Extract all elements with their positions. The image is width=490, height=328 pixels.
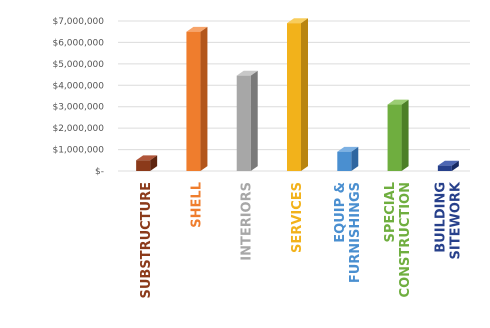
bar — [236, 75, 251, 171]
x-tick-label-group: SUBSTRUCTURE — [139, 182, 154, 298]
x-tick-label-group: INTERIORS — [240, 182, 255, 261]
y-tick-label: $6,000,000 — [52, 38, 104, 48]
bar-top — [186, 26, 208, 32]
x-tick-label-group: BUILDING SITEWORK — [433, 181, 463, 259]
bar — [437, 165, 452, 171]
bar-side — [250, 70, 258, 171]
y-tick-label: $7,000,000 — [52, 17, 104, 27]
bar-side — [150, 155, 158, 171]
x-tick-label: BUILDING — [433, 182, 448, 253]
bar — [287, 23, 301, 172]
bar — [387, 104, 402, 171]
bar-side — [401, 99, 409, 171]
x-tick-label-group: SERVICES — [290, 182, 305, 253]
x-tick-label: SITEWORK — [448, 181, 463, 259]
x-tick-label: FURNISHINGS — [348, 182, 363, 283]
y-tick-label: $5,000,000 — [52, 60, 104, 70]
x-tick-label: CONSTRUCTION — [398, 182, 413, 297]
x-tick-label-group: EQUIP & FURNISHINGS — [333, 182, 363, 283]
bar-side — [451, 160, 459, 171]
y-tick-label: $- — [95, 167, 104, 177]
y-tick-label: $2,000,000 — [52, 124, 104, 134]
bar-top — [136, 155, 158, 161]
bar-top — [236, 70, 258, 76]
y-axis-ticks: $- $1,000,000 $2,000,000 $3,000,000 $4,000,0… — [52, 17, 104, 177]
bar — [186, 31, 201, 172]
bar-top — [387, 99, 409, 105]
x-tick-label: SPECIAL — [383, 182, 398, 243]
bar-top — [337, 146, 359, 152]
x-tick-label: EQUIP & — [333, 182, 348, 243]
bar-side — [351, 146, 359, 171]
x-tick-label: SUBSTRUCTURE — [139, 182, 154, 298]
y-tick-label: $3,000,000 — [52, 103, 104, 113]
y-tick-label: $4,000,000 — [52, 81, 104, 91]
x-tick-label-group: SHELL — [189, 182, 204, 228]
x-tick-label: SERVICES — [290, 182, 305, 253]
x-tick-label-group: SPECIAL CONSTRUCTION — [383, 182, 413, 297]
bar-side — [301, 18, 308, 171]
bar-side — [200, 26, 208, 171]
x-tick-label: INTERIORS — [240, 182, 255, 261]
bar-top — [437, 160, 459, 166]
bars — [136, 18, 459, 172]
bar — [136, 160, 151, 171]
x-tick-label: SHELL — [189, 182, 204, 228]
bar-top — [287, 18, 308, 24]
x-axis-labels: SUBSTRUCTURE SHELL INTERIORS SERVICES EQUIP … — [139, 181, 463, 298]
y-tick-label: $1,000,000 — [52, 146, 104, 156]
bar — [337, 151, 352, 171]
